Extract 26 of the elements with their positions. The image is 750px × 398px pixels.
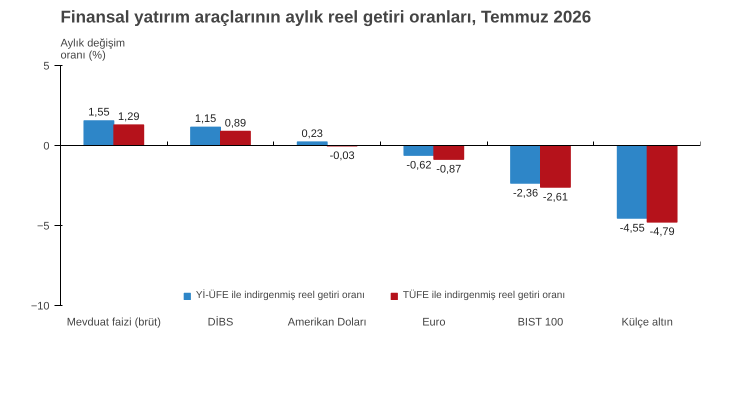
data-label: 1,55: [88, 106, 110, 119]
data-label: -2,36: [513, 187, 538, 200]
data-label: 1,15: [194, 113, 216, 126]
y-tick-label: 5: [43, 60, 50, 72]
data-label: -4,55: [620, 222, 645, 234]
data-label: -0,03: [330, 150, 355, 162]
chart-title: Finansal yatırım araçlarının aylık reel getiri oranları, Temmuz 2026: [60, 8, 592, 26]
x-tick-label: DİBS: [208, 316, 234, 328]
x-tick-label: BIST 100: [518, 316, 564, 328]
data-label: 1,29: [118, 110, 140, 123]
data-label: -2,61: [542, 191, 568, 204]
x-tick-label: Mevduat faizi (brüt): [66, 316, 161, 328]
data-label: 0,23: [302, 128, 323, 140]
data-label: 0,89: [224, 117, 246, 130]
data-label: -0,62: [406, 159, 432, 172]
x-tick-label: Amerikan Doları: [288, 316, 367, 328]
x-tick-label: Euro: [422, 316, 446, 328]
y-tick-label: −5: [36, 220, 50, 232]
y-axis-title: Aylık değişim oranı (%): [60, 38, 126, 62]
legend-label: TÜFE ile indirgenmiş reel getiri oranı: [402, 290, 566, 301]
y-tick-label: −10: [30, 300, 50, 312]
data-label: -0,87: [436, 163, 462, 176]
legend-label: Yİ-ÜFE ile indirgenmiş reel getiri oranı: [196, 290, 365, 301]
data-label: -4,79: [650, 226, 675, 238]
x-tick-label: Külçe altın: [621, 316, 673, 328]
y-tick-label: 0: [43, 140, 50, 152]
